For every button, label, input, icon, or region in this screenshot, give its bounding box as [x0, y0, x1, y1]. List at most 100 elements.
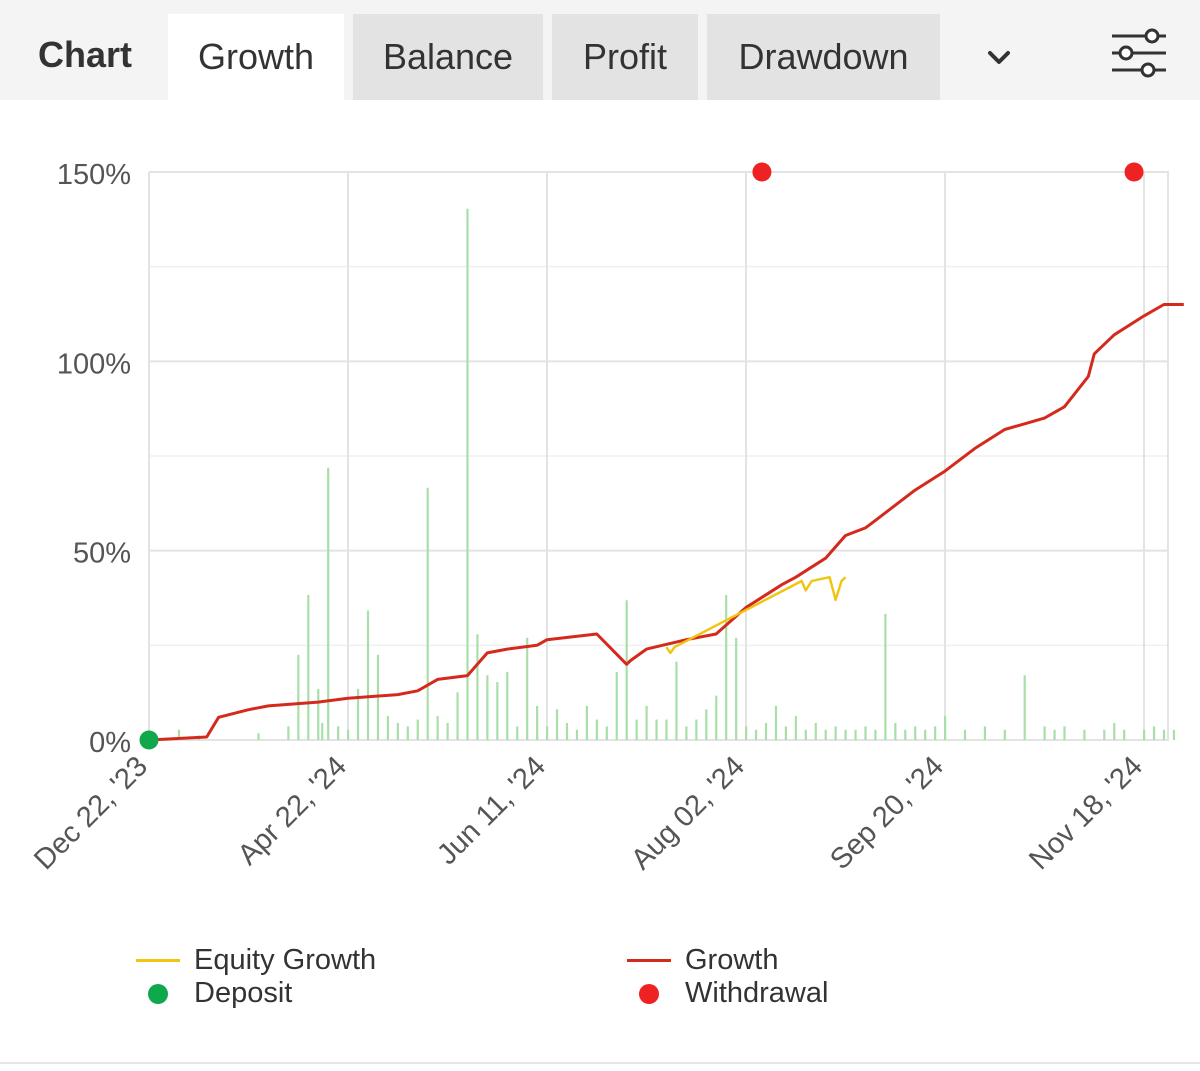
volume-bar: [1103, 729, 1106, 740]
sliders-icon[interactable]: [1110, 26, 1168, 80]
volume-bar: [764, 722, 768, 740]
volume-bar: [685, 726, 688, 740]
volume-bar: [635, 719, 638, 740]
volume-bar: [356, 688, 360, 740]
volume-bar: [645, 705, 648, 740]
equity-growth-series-line: [665, 576, 847, 655]
volume-bar: [983, 726, 986, 740]
volume-bar: [476, 634, 479, 740]
volume-bar: [516, 726, 519, 740]
bottom-divider: [0, 1062, 1200, 1064]
volume-bar: [934, 726, 937, 740]
y-tick-label: 50%: [73, 538, 131, 570]
volume-bar: [436, 716, 439, 740]
volume-bar: [585, 705, 588, 740]
volume-bar: [844, 729, 847, 740]
y-tick-label: 0%: [89, 727, 131, 759]
volume-bar: [575, 729, 579, 740]
volume-bar: [486, 675, 489, 740]
volume-bar: [914, 726, 917, 740]
volume-bar: [466, 208, 469, 741]
legend-item-equity-growth[interactable]: Equity Growth: [136, 944, 376, 977]
volume-bar: [386, 716, 389, 740]
volume-bar: [1053, 729, 1056, 740]
volume-bar: [456, 692, 459, 740]
legend-dot-swatch: [148, 983, 168, 1004]
volume-bar: [1083, 729, 1086, 740]
withdrawal-marker: [752, 162, 772, 182]
volume-bar: [321, 722, 324, 740]
volume-bar: [565, 722, 569, 740]
volume-bar: [595, 719, 598, 740]
volume-bar: [287, 726, 290, 740]
volume-bar: [715, 695, 718, 740]
legend-line-swatch: [136, 959, 180, 962]
volume-bar: [406, 726, 409, 740]
volume-bar: [824, 729, 827, 740]
legend-label: Withdrawal: [685, 977, 829, 1009]
x-tick-label: Aug 02, '24: [625, 750, 751, 876]
legend-label: Equity Growth: [194, 944, 377, 976]
tab-profit[interactable]: Profit: [552, 14, 698, 100]
volume-bar: [555, 709, 559, 740]
volume-bar: [506, 671, 509, 740]
growth-series-line: [148, 303, 1184, 742]
legend-line-swatch: [627, 959, 671, 962]
deposit-marker: [139, 730, 159, 750]
chart-tab-bar: Chart Growth Balance Profit Drawdown: [0, 0, 1200, 100]
volume-bar: [924, 729, 927, 740]
legend-label: Growth: [685, 944, 779, 976]
volume-bar: [735, 637, 738, 740]
volume-bar: [446, 722, 449, 740]
volume-bar: [1172, 729, 1176, 740]
y-tick-label: 100%: [57, 348, 131, 380]
tab-growth[interactable]: Growth: [168, 14, 344, 100]
volume-bar: [725, 594, 728, 740]
x-tick-label: Jun 11, '24: [431, 750, 552, 871]
volume-bar: [705, 709, 708, 740]
volume-bar: [317, 688, 320, 740]
volume-bar: [366, 610, 370, 740]
tab-balance[interactable]: Balance: [353, 14, 543, 100]
volume-bar: [1023, 675, 1026, 740]
volume-bar: [804, 729, 807, 740]
volume-bar: [426, 487, 429, 740]
legend-dot-swatch: [639, 983, 659, 1004]
volume-bar: [854, 729, 857, 740]
volume-bar: [784, 726, 787, 740]
volume-bar: [894, 722, 897, 740]
volume-bar: [834, 726, 837, 740]
volume-bar: [963, 729, 967, 740]
volume-bar: [814, 722, 817, 740]
y-tick-label: 150%: [57, 159, 131, 191]
legend-item-deposit[interactable]: Deposit: [136, 977, 292, 1010]
volume-bar: [1162, 729, 1166, 740]
volume-bar: [655, 719, 658, 740]
volume-bar: [1123, 729, 1126, 740]
volume-bar: [327, 467, 330, 740]
tab-drawdown[interactable]: Drawdown: [707, 14, 940, 100]
volume-bar: [1113, 722, 1116, 740]
chevron-down-icon[interactable]: [980, 40, 1018, 78]
volume-bar: [1143, 729, 1146, 740]
volume-bar: [675, 661, 678, 740]
volume-bar: [526, 637, 529, 740]
withdrawal-marker: [1124, 162, 1144, 182]
volume-bar: [944, 716, 947, 740]
volume-bar: [1043, 726, 1046, 740]
volume-bar: [874, 729, 877, 740]
legend-item-growth[interactable]: Growth: [627, 944, 778, 977]
volume-bar: [496, 682, 499, 740]
volume-bar: [665, 719, 668, 740]
volume-bar: [337, 726, 340, 740]
volume-bar: [536, 705, 539, 740]
legend-item-withdrawal[interactable]: Withdrawal: [627, 977, 828, 1010]
volume-bar: [625, 600, 628, 740]
x-tick-label: Apr 22, '24: [232, 750, 353, 871]
volume-bar: [1003, 729, 1006, 740]
growth-chart: 0% 50% 100% 150% Dec 22, '23 Apr 22, '24 Jun 1…: [28, 159, 1184, 876]
volume-bar: [1152, 726, 1156, 740]
volume-bar: [884, 613, 887, 740]
volume-bar: [396, 722, 399, 740]
legend-label: Deposit: [194, 977, 293, 1009]
